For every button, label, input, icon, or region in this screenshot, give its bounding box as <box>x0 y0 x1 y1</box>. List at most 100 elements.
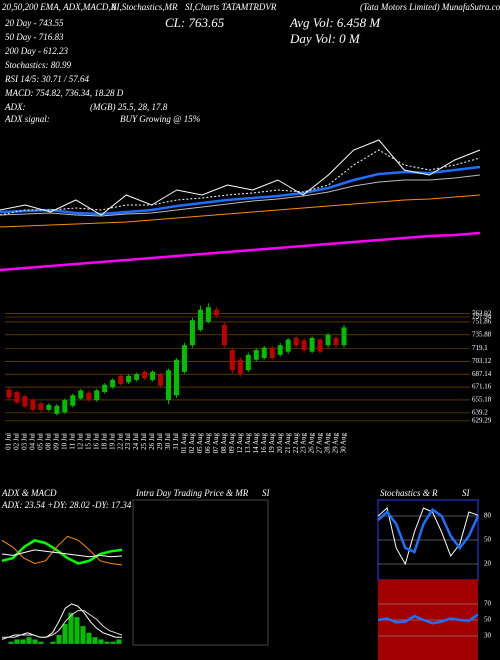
line-series <box>1 535 123 566</box>
candle-body <box>62 400 68 413</box>
x-tick-label: 10 Jul <box>60 433 68 450</box>
line-series <box>1 603 122 640</box>
candle-body <box>46 404 52 410</box>
x-tick-label: 05 Aug <box>196 433 204 454</box>
panel-label: ADX: 23.54 +DY: 28.02 -DY: 17.34 <box>1 500 132 510</box>
candle-body <box>237 359 243 375</box>
x-tick-label: 18 Jul <box>100 433 108 450</box>
header-text: 50 Day - 716.83 <box>5 32 64 42</box>
macd-bar <box>110 641 116 644</box>
panel-title: ADX & MACD <box>1 488 57 498</box>
candle-body <box>181 345 187 372</box>
x-tick-label: 15 Jul <box>84 433 92 450</box>
candle-body <box>158 374 164 386</box>
candle-body <box>245 354 251 371</box>
line-series <box>377 613 479 625</box>
candle-body <box>229 350 235 371</box>
x-tick-label: 08 Aug <box>220 433 228 454</box>
candle-body <box>205 307 211 322</box>
macd-bar <box>86 632 92 644</box>
header-text: (Tata Motors Limited) MunafaSutra.com <box>360 2 500 12</box>
y-tick-label: 757.94 <box>472 313 492 321</box>
x-tick-label: 01 Aug <box>180 433 188 454</box>
x-tick-label: 09 Aug <box>228 433 236 454</box>
candle-body <box>22 396 28 407</box>
header-text: SI,Charts TATAMTRDVR <box>185 2 277 12</box>
header-text: 20 Day - 743.55 <box>5 18 64 28</box>
x-tick-label: 12 Jul <box>76 433 84 450</box>
candle-body <box>333 337 339 346</box>
y-tick-label: 30 <box>484 632 492 640</box>
candle-body <box>269 347 275 359</box>
x-tick-label: 02 Jul <box>13 433 21 450</box>
candle-body <box>293 337 299 346</box>
y-tick-label: 671.16 <box>472 383 492 391</box>
candle-body <box>126 375 132 383</box>
y-tick-label: 80 <box>484 512 492 520</box>
x-tick-label: 22 Jul <box>116 433 124 450</box>
y-tick-label: 639.2 <box>472 408 488 416</box>
x-tick-label: 28 Aug <box>324 433 332 454</box>
header-text: Day Vol: 0 M <box>289 31 361 46</box>
y-tick-label: 20 <box>484 560 492 568</box>
x-tick-label: 19 Jul <box>108 433 116 450</box>
x-tick-label: 04 Jul <box>29 433 37 450</box>
x-tick-label: 27 Aug <box>316 433 324 454</box>
x-tick-label: 16 Aug <box>260 433 268 454</box>
x-tick-label: 01 Jul <box>5 433 13 450</box>
x-tick-label: 29 Aug <box>332 433 340 454</box>
macd-bar <box>50 641 56 644</box>
macd-bar <box>116 639 122 644</box>
x-tick-label: 30 Jul <box>164 433 172 450</box>
header-text: SI,Stochastics,MR <box>112 2 178 12</box>
x-tick-label: 11 Jul <box>68 433 76 450</box>
macd-bar <box>26 637 32 644</box>
macd-bar <box>80 626 86 644</box>
x-tick-label: 31 Jul <box>172 433 180 450</box>
y-tick-label: 50 <box>484 616 492 624</box>
macd-bar <box>62 623 68 644</box>
candle-body <box>213 309 219 316</box>
line-series <box>0 194 481 228</box>
candle-body <box>261 347 267 359</box>
candle-body <box>30 400 36 410</box>
candle-body <box>341 327 347 346</box>
x-tick-label: 26 Aug <box>308 433 316 454</box>
candle-body <box>253 350 259 360</box>
candle-body <box>14 392 20 403</box>
y-tick-label: 735.88 <box>472 330 492 338</box>
candle-body <box>309 337 315 352</box>
y-tick-label: 50 <box>484 536 492 544</box>
y-tick-label: 751.86 <box>472 318 492 326</box>
candle-body <box>54 405 60 414</box>
candle-body <box>150 371 156 380</box>
candle-body <box>221 325 227 346</box>
candle-body <box>70 395 76 406</box>
line-series <box>0 165 481 216</box>
x-tick-label: 02 Aug <box>188 433 196 454</box>
x-tick-label: 09 Jul <box>52 433 60 450</box>
x-tick-label: 14 Aug <box>252 433 260 454</box>
candle-body <box>174 359 179 396</box>
x-tick-label: 29 Jul <box>156 433 164 450</box>
candle-body <box>189 320 195 346</box>
header-text: BUY Growing @ 15% <box>120 114 200 124</box>
y-tick-label: 629.29 <box>472 416 492 424</box>
y-tick-label: 719.1 <box>472 344 488 352</box>
candle-body <box>94 390 100 401</box>
header-text: CL: 763.65 <box>165 15 225 30</box>
macd-bar <box>104 641 110 644</box>
header-text: 200 Day - 612.23 <box>5 46 68 56</box>
line-series <box>0 139 481 216</box>
candle-body <box>142 371 148 379</box>
candle-body <box>317 339 323 352</box>
candle-body <box>134 374 140 380</box>
header-text: 20,50,200 EMA, ADX,MACD,R <box>2 2 117 12</box>
panel-title: Stochastics & R <box>380 488 438 498</box>
x-tick-label: 21 Aug <box>284 433 292 454</box>
macd-bar <box>38 641 44 644</box>
candle-body <box>38 403 44 410</box>
macd-bar <box>20 639 26 644</box>
